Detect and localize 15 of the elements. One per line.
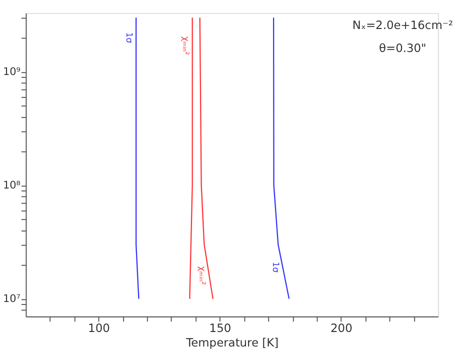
- annotation: χₘᵢₙ²: [196, 266, 206, 286]
- annotation: Nₓ=2.0e+16cm⁻²: [352, 18, 453, 32]
- line-series: [199, 17, 214, 300]
- x-tick-label: 100: [88, 321, 110, 336]
- annotation: χₘᵢₙ²: [180, 36, 190, 56]
- y-tick-label: 10⁹: [2, 66, 21, 78]
- x-axis-title: Temperature [K]: [185, 335, 279, 350]
- x-tick-label: 150: [209, 321, 232, 336]
- annotation: 1σ: [270, 262, 280, 274]
- annotation: 1σ: [124, 32, 134, 44]
- y-tick-label: 10⁷: [2, 293, 21, 306]
- annotation: θ=0.30": [379, 41, 426, 56]
- y-tick-label: 10⁸: [2, 180, 21, 192]
- line-series: [272, 17, 290, 300]
- x-tick-label: 200: [330, 321, 352, 336]
